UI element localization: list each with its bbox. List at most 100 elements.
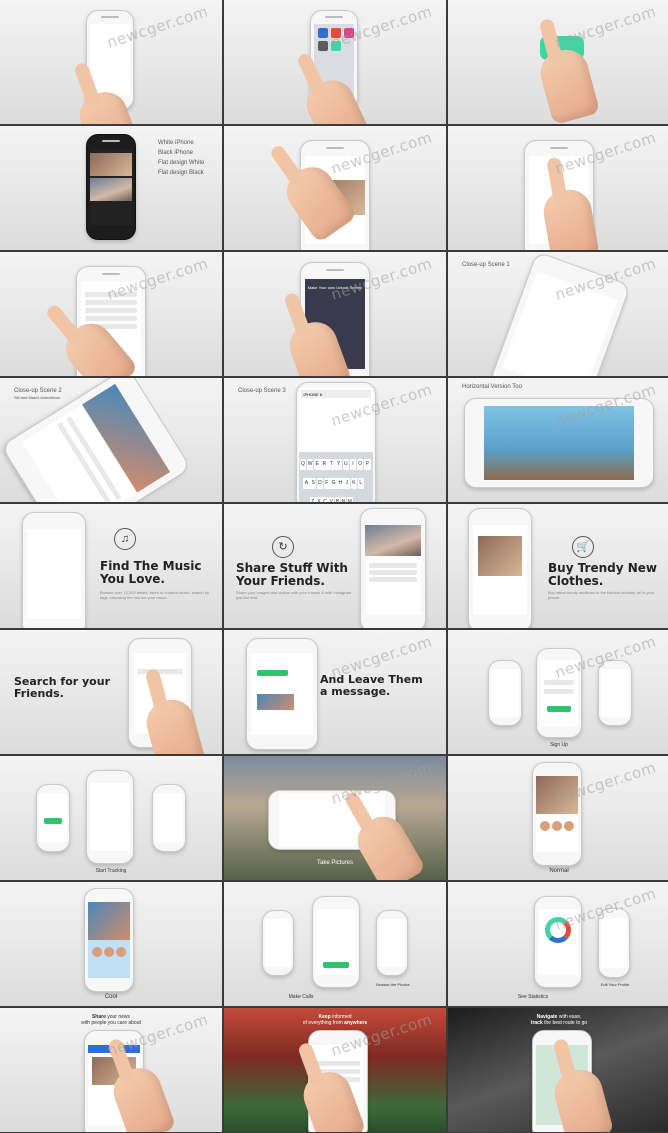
cell-calls: Make Calls Browse the Photos — [224, 882, 446, 1006]
key[interactable]: X — [316, 496, 322, 502]
phone-mockup — [246, 638, 318, 750]
phone-mockup-small — [152, 784, 186, 852]
option-flat-black[interactable]: Flat design Black — [158, 170, 204, 176]
tagline-1: Keep informed — [318, 1014, 352, 1020]
app-icon[interactable] — [343, 27, 354, 38]
cell-feed-scroll: newcger.com — [224, 126, 446, 250]
cell-share-news: Share your news with people you care abo… — [0, 1008, 222, 1132]
app-icon[interactable] — [330, 27, 341, 38]
option-white-iphone[interactable]: White iPhone — [158, 140, 194, 146]
phone-screen — [87, 902, 131, 978]
option-flat-white[interactable]: Flat design White — [158, 160, 205, 166]
app-icon[interactable] — [317, 40, 328, 51]
caption: Start Tracking — [95, 868, 127, 874]
key[interactable]: E — [313, 458, 321, 470]
phone-screen — [89, 148, 133, 226]
phone-screen — [472, 524, 528, 616]
option-black-iphone[interactable]: Black iPhone — [158, 150, 194, 156]
key[interactable]: B — [334, 496, 341, 502]
key[interactable]: R — [321, 458, 328, 470]
caption: Cool — [104, 994, 118, 1000]
phone-mockup-landscape — [464, 398, 654, 488]
phone-mockup-center — [536, 648, 582, 738]
phone-mockup — [468, 508, 532, 628]
caption: Sign Up — [550, 742, 568, 748]
phone-screen — [26, 528, 82, 620]
cell-unlock-screen: Make Your own Unlock Screen newcger.com — [0, 0, 222, 124]
cell-share: ↻ Share Stuff With Your Friends. Share y… — [224, 504, 446, 628]
cell-app-icons: newcger.com — [224, 0, 446, 124]
cart-icon: 🛒 — [572, 536, 594, 558]
headline: Share Stuff With Your Friends. — [236, 561, 348, 588]
phone-mockup — [534, 896, 582, 988]
cell-fashion-photo: newcger.com — [448, 126, 668, 250]
phone-mockup-center — [312, 896, 360, 988]
key[interactable]: H — [337, 477, 344, 489]
phone-mockup — [22, 512, 86, 628]
key[interactable]: Y — [335, 458, 342, 470]
key[interactable]: O — [356, 458, 364, 470]
caption-statistics: See Statistics — [517, 994, 549, 1000]
key[interactable]: D — [316, 477, 324, 489]
key[interactable]: Q — [299, 458, 307, 470]
key[interactable]: S — [310, 477, 317, 489]
key[interactable]: W — [306, 458, 314, 470]
key[interactable]: V — [328, 496, 335, 502]
cell-search-friends: Search for your Friends. — [0, 630, 222, 754]
key[interactable]: U — [342, 458, 350, 470]
phone-screen — [502, 271, 618, 376]
phone-screen — [22, 383, 170, 502]
key[interactable]: N — [340, 496, 347, 502]
key[interactable]: I — [349, 458, 357, 470]
key[interactable]: C — [322, 496, 328, 502]
tagline-2: with people you care about — [81, 1020, 141, 1026]
search-field[interactable]: IPHONE 6 — [301, 390, 371, 399]
phone-mockup — [489, 252, 631, 376]
headline: And Leave Them a message. — [320, 673, 423, 698]
phone-mockup — [84, 888, 134, 992]
cell-messages: And Leave Them a message. newcger.com — [224, 630, 446, 754]
key[interactable]: F — [323, 477, 330, 489]
tagline-2: track the best route to go — [530, 1020, 588, 1026]
app-icon[interactable] — [317, 27, 328, 38]
key[interactable]: A — [303, 477, 310, 489]
phone-mockup — [360, 508, 426, 628]
subtext: Share your images and videos with your f… — [236, 590, 352, 601]
cell-horizontal: Horizontal Version Too newcger.com — [448, 378, 668, 502]
key[interactable]: G — [330, 477, 337, 489]
subtext: Buy latest trendy additions to the fashi… — [548, 590, 655, 601]
game-screen — [483, 406, 635, 480]
phone-screen: Make Your own Unlock Screen — [89, 23, 131, 97]
key[interactable]: T — [328, 458, 335, 470]
hand — [299, 73, 373, 124]
scene-label: Close-up Scene 3 — [238, 388, 286, 394]
cell-shop: 🛒 Buy Trendy New Clothes. Buy latest tre… — [448, 504, 668, 628]
key[interactable]: J — [344, 477, 351, 489]
scene-label: Horizontal Version Too — [462, 384, 522, 390]
cell-unlock-editor: Make Your own Unlock Screen newcger.com — [224, 252, 446, 376]
phone-mockup-small — [598, 908, 630, 978]
scene-sublabel: Siti and Match Animations — [14, 395, 61, 400]
tagline-1: Share your news — [91, 1014, 131, 1020]
cell-keep-informed: Keep informed of everything from anywher… — [224, 1008, 446, 1132]
app-icon[interactable] — [330, 40, 341, 51]
caption-browse-photos: Browse the Photos — [376, 982, 410, 987]
phone-screen — [535, 776, 579, 852]
key[interactable]: Z — [309, 496, 316, 502]
cell-filter-normal: Normal newcger.com — [448, 756, 668, 880]
headline: Buy Trendy New Clothes. — [548, 561, 658, 588]
music-note-icon: ♫ — [114, 528, 136, 550]
cell-settings: newcger.com — [0, 252, 222, 376]
key[interactable]: K — [350, 477, 358, 489]
headline: Find The Music You Love. — [100, 559, 202, 586]
cell-navigate: Navigate with ease, track the best route… — [448, 1008, 668, 1132]
key[interactable]: M — [346, 496, 353, 502]
key[interactable]: L — [357, 477, 364, 489]
phone-screen — [364, 524, 422, 616]
cell-filter-cool: Cool — [0, 882, 222, 1006]
caption-edit-profile: Edit Your Profile — [600, 982, 630, 987]
key[interactable]: P — [364, 458, 371, 470]
